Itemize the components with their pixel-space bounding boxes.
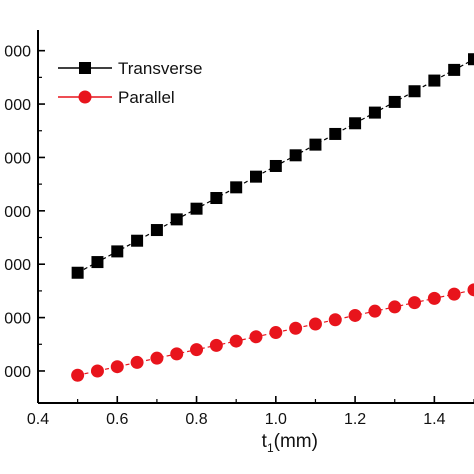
y-tick-label: 000 [4,150,31,167]
data-point-transverse [170,213,183,226]
x-axis-title-main: t [262,431,268,452]
y-tick-label: 000 [4,364,31,381]
y-tick-label: 000 [4,97,31,114]
data-point-transverse [368,106,381,119]
data-point-parallel [229,334,243,348]
data-point-parallel [467,283,474,297]
legend-marker [78,90,92,104]
data-point-transverse [91,256,104,269]
series-line-parallel [77,289,474,376]
x-axis-title: t1(mm) [262,431,318,455]
x-tick-label: 0.4 [27,411,49,428]
y-tick-label: 000 [4,311,31,328]
data-point-parallel [170,347,184,361]
x-tick-label: 1.4 [423,411,445,428]
data-point-transverse [329,127,342,140]
data-point-transverse [131,234,144,247]
series-parallel [71,283,474,382]
plot-area [71,53,474,382]
data-point-transverse [111,245,124,258]
data-point-parallel [289,321,303,335]
data-point-parallel [269,326,283,340]
y-axis-ticks: 000 000 000 000 000 000 000 [4,44,45,381]
legend-label: Transverse [118,59,202,78]
data-point-parallel [447,287,461,301]
legend-item-parallel: Parallel [58,88,175,107]
legend: Transverse Parallel [58,59,202,107]
data-point-parallel [209,338,223,352]
legend-marker [79,62,91,74]
legend-label: Parallel [118,88,175,107]
x-tick-label: 1.2 [344,411,366,428]
data-point-parallel [408,296,422,310]
legend-item-transverse: Transverse [58,59,202,78]
data-point-parallel [110,360,124,374]
data-point-parallel [368,304,382,318]
data-point-transverse [468,53,474,66]
data-point-transverse [190,202,203,215]
data-point-parallel [90,364,104,378]
data-point-transverse [230,181,243,194]
data-point-parallel [328,313,342,327]
data-point-parallel [249,330,263,344]
data-point-transverse [289,149,302,162]
data-point-transverse [250,170,262,183]
axes [37,30,474,404]
data-point-parallel [388,300,402,314]
x-axis-title-unit: (mm) [274,431,318,452]
data-point-parallel [308,317,322,331]
data-point-parallel [130,355,144,369]
data-point-transverse [150,224,163,237]
series-transverse [71,53,474,279]
data-point-parallel [71,368,85,382]
data-point-transverse [408,85,421,98]
data-point-parallel [150,351,164,365]
y-tick-label: 000 [4,204,31,221]
data-point-transverse [210,192,223,205]
x-axis-title-subscript: 1 [267,441,274,455]
data-point-transverse [428,74,441,87]
x-axis-ticks: 0.4 0.6 0.8 1.0 1.2 1.4 [27,396,474,428]
x-tick-label: 0.6 [106,411,128,428]
data-point-parallel [427,291,441,305]
data-point-parallel [348,308,362,322]
x-tick-label: 1.0 [265,411,287,428]
y-tick-label: 000 [4,44,31,61]
data-point-transverse [309,138,322,151]
data-point-transverse [448,63,461,76]
data-point-parallel [190,343,204,357]
y-tick-label: 000 [4,257,31,274]
x-tick-label: 0.8 [185,411,207,428]
data-point-transverse [388,95,401,108]
data-point-transverse [71,266,84,279]
data-point-transverse [349,117,362,130]
data-point-transverse [269,159,282,172]
